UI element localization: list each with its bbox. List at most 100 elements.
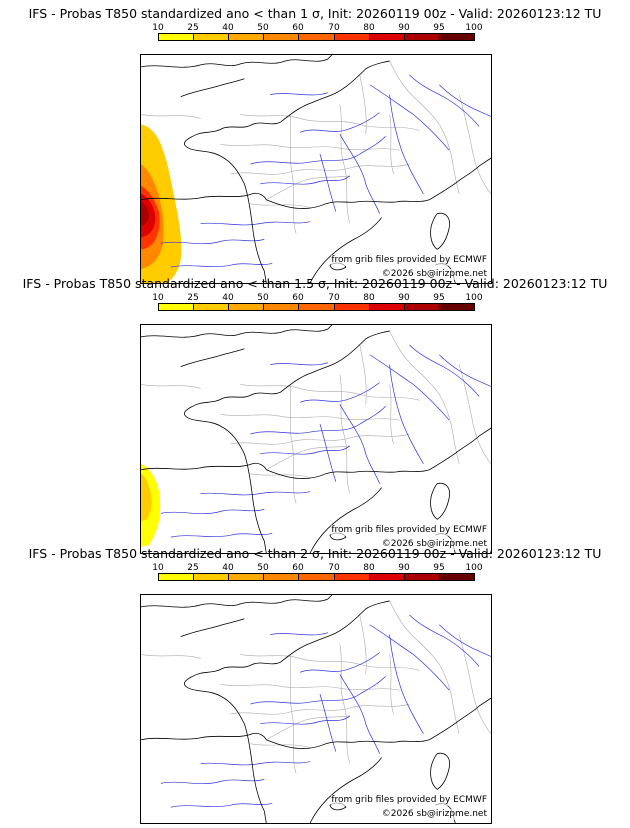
legend-swatch (194, 304, 230, 310)
legend-swatch (334, 34, 370, 40)
legend-label: 40 (222, 293, 234, 303)
legend-swatch (299, 34, 335, 40)
forecast-panel-3: IFS - Probas T850 standardized ano < tha… (0, 546, 630, 824)
coastline (180, 618, 245, 638)
legend-swatch (439, 304, 474, 310)
admin-border (359, 614, 367, 675)
river (160, 779, 265, 784)
source-credit: from grib files provided by ECMWF (331, 255, 487, 266)
legend-label: 100 (465, 563, 483, 573)
coastline (429, 157, 491, 201)
legend-label: 10 (152, 293, 164, 303)
admin-border (289, 384, 297, 504)
legend-label: 70 (328, 293, 340, 303)
legend-swatch (194, 574, 230, 580)
admin-border (458, 94, 491, 194)
legend-label: 70 (328, 23, 340, 33)
admin-border (230, 433, 410, 445)
coastline (141, 462, 267, 471)
river (200, 761, 311, 766)
admin-border (250, 743, 311, 748)
legend-color-bar (158, 33, 475, 41)
river (389, 94, 424, 194)
river (439, 354, 491, 387)
river (270, 362, 329, 366)
admin-border (141, 384, 201, 389)
legend-label: 100 (465, 293, 483, 303)
legend-label: 10 (152, 563, 164, 573)
admin-border (458, 634, 491, 734)
river (409, 344, 480, 397)
river (439, 624, 491, 657)
legend-swatch (299, 574, 335, 580)
legend-label: 25 (187, 293, 199, 303)
legend-label: 25 (187, 23, 199, 33)
admin-border (240, 384, 420, 401)
coastline (141, 192, 267, 201)
admin-border (266, 715, 350, 740)
legend-label: 95 (433, 293, 445, 303)
coastline (430, 752, 451, 790)
legend-label: 90 (398, 23, 410, 33)
admin-border (230, 163, 410, 175)
coastline (141, 732, 267, 741)
legend-label: 10 (152, 23, 164, 33)
admin-border (141, 114, 201, 119)
legend-labels: 10 25 40 50 60 70 80 90 95 100 (140, 23, 500, 33)
admin-border (389, 600, 460, 734)
legend-swatch (369, 574, 405, 580)
legend-swatch (404, 574, 440, 580)
probability-field (141, 473, 152, 522)
coastline (184, 675, 267, 823)
legend-color-bar (158, 303, 475, 311)
legend-swatch (229, 304, 265, 310)
probability-field (141, 201, 149, 226)
admin-border (389, 330, 460, 464)
legend-label: 50 (257, 563, 269, 573)
legend-label: 95 (433, 563, 445, 573)
legend-label: 60 (292, 293, 304, 303)
coastline (309, 217, 382, 283)
river (299, 652, 380, 673)
legend-swatch (334, 304, 370, 310)
forecast-panel-1: IFS - Probas T850 standardized ano < tha… (0, 6, 630, 284)
river (389, 364, 424, 464)
river (250, 676, 386, 705)
river (200, 491, 311, 496)
admin-border (289, 654, 297, 774)
river (319, 154, 337, 212)
river (299, 112, 380, 133)
legend-label: 90 (398, 563, 410, 573)
admin-border (240, 654, 420, 671)
legend-color-bar (158, 573, 475, 581)
legend-swatch (299, 304, 335, 310)
legend-swatch (369, 34, 405, 40)
legend-swatch (159, 574, 195, 580)
admin-border (250, 473, 311, 478)
legend-swatch (404, 304, 440, 310)
legend-label: 40 (222, 23, 234, 33)
admin-border (250, 203, 311, 208)
coastline (192, 662, 281, 677)
coastline (279, 60, 390, 123)
admin-border (266, 175, 350, 200)
river (270, 92, 329, 96)
admin-border (220, 143, 400, 151)
coastline (192, 392, 281, 407)
admin-border (359, 74, 367, 135)
legend-label: 95 (433, 23, 445, 33)
river (439, 84, 491, 117)
legend-label: 60 (292, 563, 304, 573)
river (160, 239, 265, 244)
map-svg (141, 55, 491, 283)
copyright-credit: ©2026 sb@irizpme.net (381, 269, 487, 280)
copyright-credit: ©2026 sb@irizpme.net (381, 539, 487, 550)
river (160, 509, 265, 514)
coastline (309, 757, 382, 823)
legend-label: 70 (328, 563, 340, 573)
admin-border (230, 703, 410, 715)
coastline (180, 78, 245, 98)
admin-border (458, 364, 491, 464)
legend-label: 60 (292, 23, 304, 33)
legend-swatch (264, 34, 300, 40)
